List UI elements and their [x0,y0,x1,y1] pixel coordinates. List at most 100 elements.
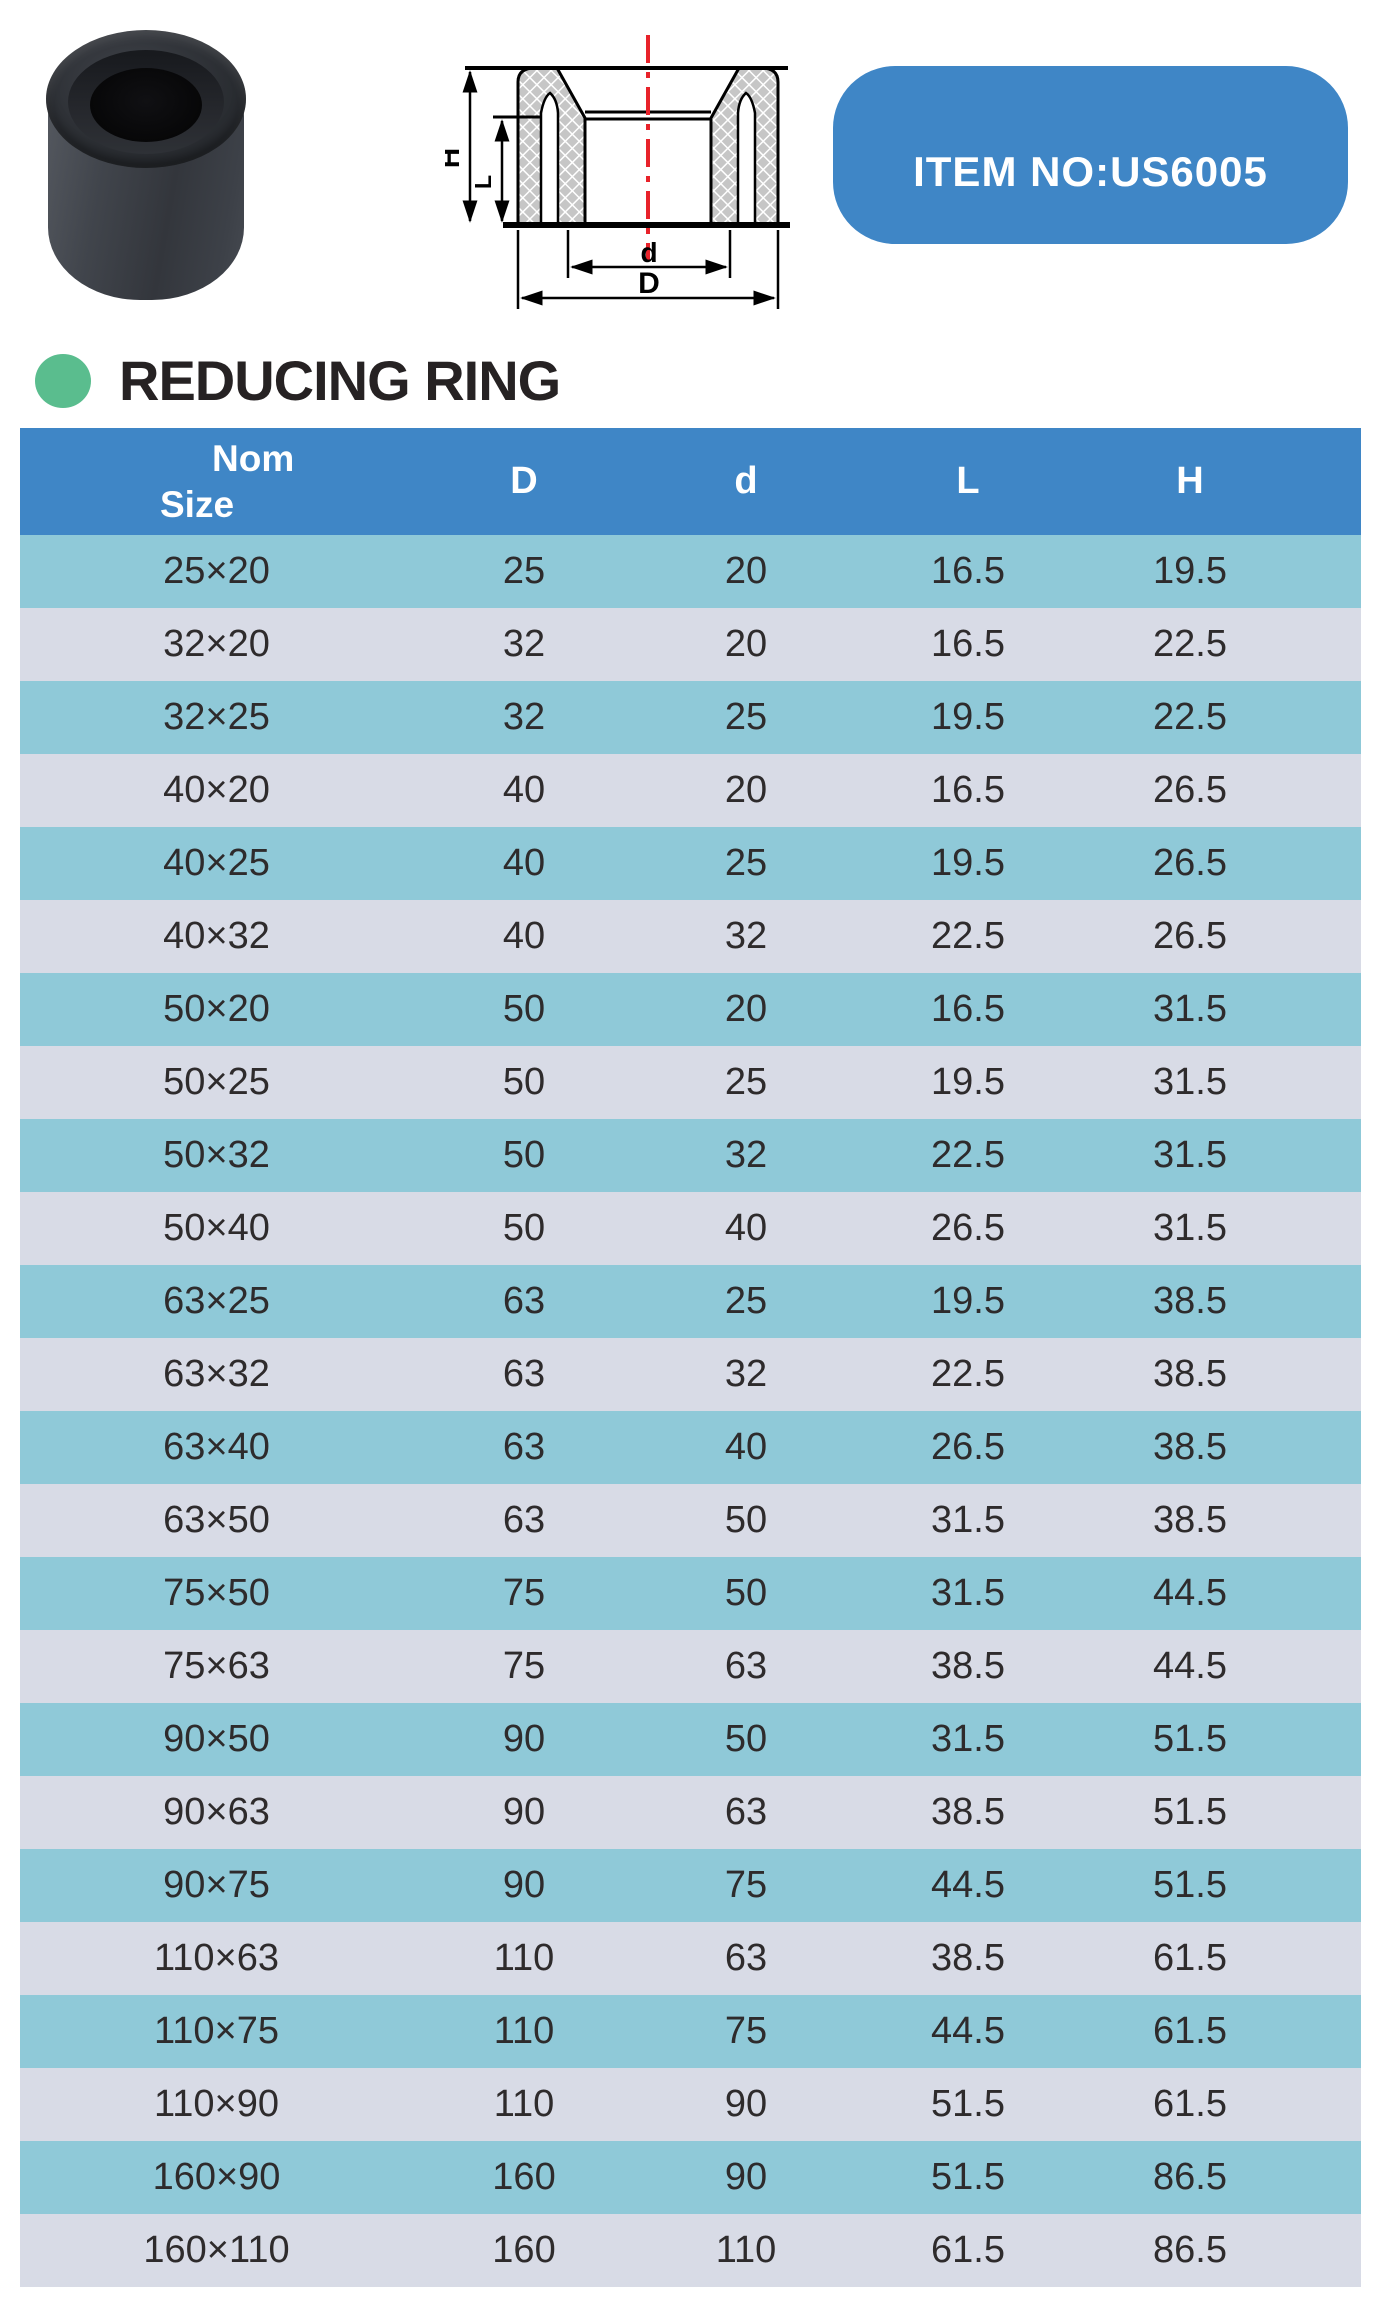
table-cell: 40×20 [20,754,413,827]
dimension-label-H: H [445,148,465,168]
table-cell: 22.5 [857,1338,1079,1411]
table-cell: 160×110 [20,2214,413,2287]
table-cell: 50 [413,1046,635,1119]
dimensions-table: Nom Size D d L H 25×20 25 20 16.5 19.5 32×20 3… [20,428,1361,2287]
table-cell: 90 [413,1703,635,1776]
column-header-d: d [635,428,857,535]
table-row: 110×75 110 75 44.5 61.5 [20,1995,1361,2068]
table-cell: 38.5 [1079,1484,1361,1557]
dimension-label-D: D [638,267,660,300]
table-cell: 50×20 [20,973,413,1046]
table-cell: 75 [635,1849,857,1922]
table-row: 32×25 32 25 19.5 22.5 [20,681,1361,754]
table-row: 90×50 90 50 31.5 51.5 [20,1703,1361,1776]
table-body: 25×20 25 20 16.5 19.5 32×20 32 20 16.5 22.5 32×25 3… [20,535,1361,2287]
table-cell: 50×32 [20,1119,413,1192]
table-cell: 19.5 [857,827,1079,900]
table-row: 40×32 40 32 22.5 26.5 [20,900,1361,973]
table-cell: 16.5 [857,754,1079,827]
table-cell: 75×63 [20,1630,413,1703]
table-row: 110×90 110 90 51.5 61.5 [20,2068,1361,2141]
table-cell: 32 [413,681,635,754]
table-cell: 61.5 [1079,2068,1361,2141]
table-cell: 51.5 [857,2068,1079,2141]
table-cell: 50 [413,1192,635,1265]
table-cell: 63 [413,1338,635,1411]
top-section: H L d D ITEM NO:US6005 [0,0,1381,330]
item-number-text: ITEM NO:US6005 [913,148,1268,195]
table-cell: 110 [413,1995,635,2068]
technical-drawing: H L d D [445,35,790,309]
table-cell: 110 [635,2214,857,2287]
table-cell: 32 [635,1119,857,1192]
table-cell: 32×25 [20,681,413,754]
table-cell: 19.5 [857,1046,1079,1119]
table-cell: 31.5 [1079,1119,1361,1192]
table-cell: 90 [413,1849,635,1922]
table-cell: 31.5 [857,1703,1079,1776]
table-cell: 25 [635,681,857,754]
table-cell: 25 [413,535,635,608]
table-cell: 40 [413,827,635,900]
table-cell: 90 [635,2068,857,2141]
table-cell: 50 [413,1119,635,1192]
table-cell: 32 [635,900,857,973]
table-cell: 31.5 [857,1484,1079,1557]
table-row: 50×25 50 25 19.5 31.5 [20,1046,1361,1119]
product-photo [42,28,250,304]
table-cell: 22.5 [1079,681,1361,754]
table-cell: 61.5 [1079,1922,1361,1995]
table-cell: 32×20 [20,608,413,681]
table-row: 110×63 110 63 38.5 61.5 [20,1922,1361,1995]
table-cell: 38.5 [1079,1338,1361,1411]
section-heading: REDUCING RING [35,348,561,413]
table-cell: 50 [635,1484,857,1557]
table-cell: 75 [635,1995,857,2068]
table-cell: 86.5 [1079,2141,1361,2214]
table-cell: 16.5 [857,608,1079,681]
table-row: 25×20 25 20 16.5 19.5 [20,535,1361,608]
table-cell: 20 [635,754,857,827]
ring-bore-hole [90,68,202,142]
table-cell: 61.5 [1079,1995,1361,2068]
table-cell: 31.5 [1079,1046,1361,1119]
table-cell: 44.5 [857,1849,1079,1922]
table-cell: 110×90 [20,2068,413,2141]
table-cell: 38.5 [857,1776,1079,1849]
table-cell: 25 [635,827,857,900]
table-row: 40×25 40 25 19.5 26.5 [20,827,1361,900]
table-cell: 160 [413,2141,635,2214]
table-cell: 26.5 [1079,754,1361,827]
column-header-H: H [1079,428,1361,535]
table-cell: 20 [635,535,857,608]
table-cell: 63 [635,1630,857,1703]
table-cell: 90×50 [20,1703,413,1776]
table-cell: 63 [413,1484,635,1557]
table-cell: 75 [413,1557,635,1630]
table-cell: 44.5 [1079,1557,1361,1630]
table-cell: 40×25 [20,827,413,900]
table-cell: 40×32 [20,900,413,973]
table-cell: 51.5 [1079,1776,1361,1849]
page-title: REDUCING RING [119,349,561,412]
table-cell: 19.5 [1079,535,1361,608]
table-cell: 38.5 [1079,1265,1361,1338]
table-cell: 63×25 [20,1265,413,1338]
table-row: 90×63 90 63 38.5 51.5 [20,1776,1361,1849]
table-cell: 40 [635,1411,857,1484]
table-cell: 63 [413,1265,635,1338]
table-cell: 38.5 [1079,1411,1361,1484]
table-header-row: Nom Size D d L H [20,428,1361,535]
table-cell: 110×63 [20,1922,413,1995]
table-cell: 19.5 [857,681,1079,754]
table-row: 50×32 50 32 22.5 31.5 [20,1119,1361,1192]
table-row: 63×25 63 25 19.5 38.5 [20,1265,1361,1338]
table-cell: 160×90 [20,2141,413,2214]
table-row: 75×50 75 50 31.5 44.5 [20,1557,1361,1630]
table-row: 63×40 63 40 26.5 38.5 [20,1411,1361,1484]
column-header-L: L [857,428,1079,535]
table-cell: 26.5 [1079,827,1361,900]
table-cell: 31.5 [1079,973,1361,1046]
table-cell: 31.5 [857,1557,1079,1630]
